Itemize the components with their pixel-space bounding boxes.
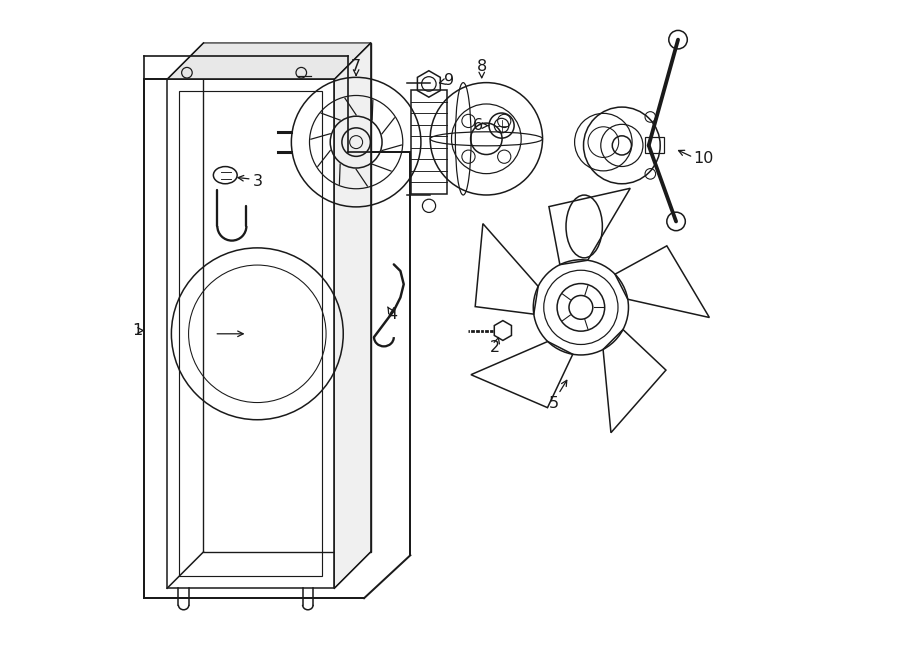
- Text: 6: 6: [473, 118, 483, 133]
- Text: 7: 7: [351, 59, 361, 73]
- Text: 1: 1: [132, 323, 142, 338]
- Polygon shape: [334, 43, 371, 588]
- Polygon shape: [167, 79, 334, 588]
- Polygon shape: [167, 43, 371, 79]
- Text: 9: 9: [444, 73, 454, 88]
- Text: 2: 2: [490, 340, 500, 354]
- Text: 8: 8: [477, 59, 487, 73]
- Text: 4: 4: [387, 307, 397, 322]
- Text: 5: 5: [549, 396, 559, 410]
- Text: 10: 10: [693, 151, 714, 166]
- Text: 3: 3: [253, 174, 264, 188]
